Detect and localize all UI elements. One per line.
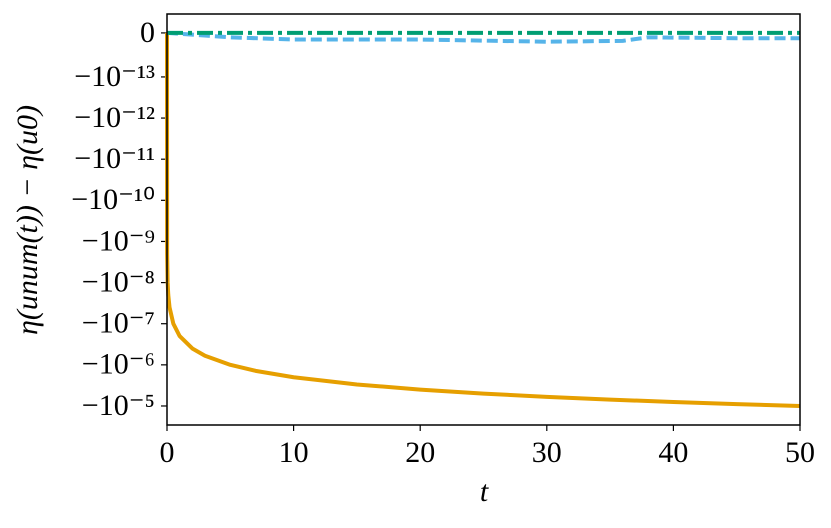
y-tick-label: −10⁻⁹ (82, 224, 155, 257)
x-tick-label: 30 (532, 436, 562, 469)
y-tick-label: −10⁻⁶ (82, 348, 155, 381)
y-tick-label: −10⁻⁷ (82, 307, 155, 340)
plot-frame (166, 13, 801, 426)
y-tick-label: −10⁻¹¹ (74, 142, 155, 175)
line-series (166, 30, 800, 44)
y-tick-label: −10⁻⁸ (82, 265, 155, 298)
line-series (165, 32, 801, 408)
y-tick-label: −10⁻⁵ (82, 389, 155, 422)
y-tick-label: −10⁻¹⁰ (71, 183, 155, 216)
x-tick-label: 0 (160, 436, 175, 469)
x-axis-label: t (480, 475, 489, 508)
y-axis-label: η(unum(t)) − η(u0) (11, 105, 44, 335)
y-tick-label: −10⁻¹² (74, 101, 155, 134)
y-tick-label: −10⁻¹³ (74, 60, 155, 93)
y-tick-label: 0 (140, 16, 155, 49)
x-tick-label: 50 (785, 436, 815, 469)
x-tick-label: 10 (279, 436, 309, 469)
x-tick-label: 20 (405, 436, 435, 469)
x-tick-label: 40 (658, 436, 688, 469)
